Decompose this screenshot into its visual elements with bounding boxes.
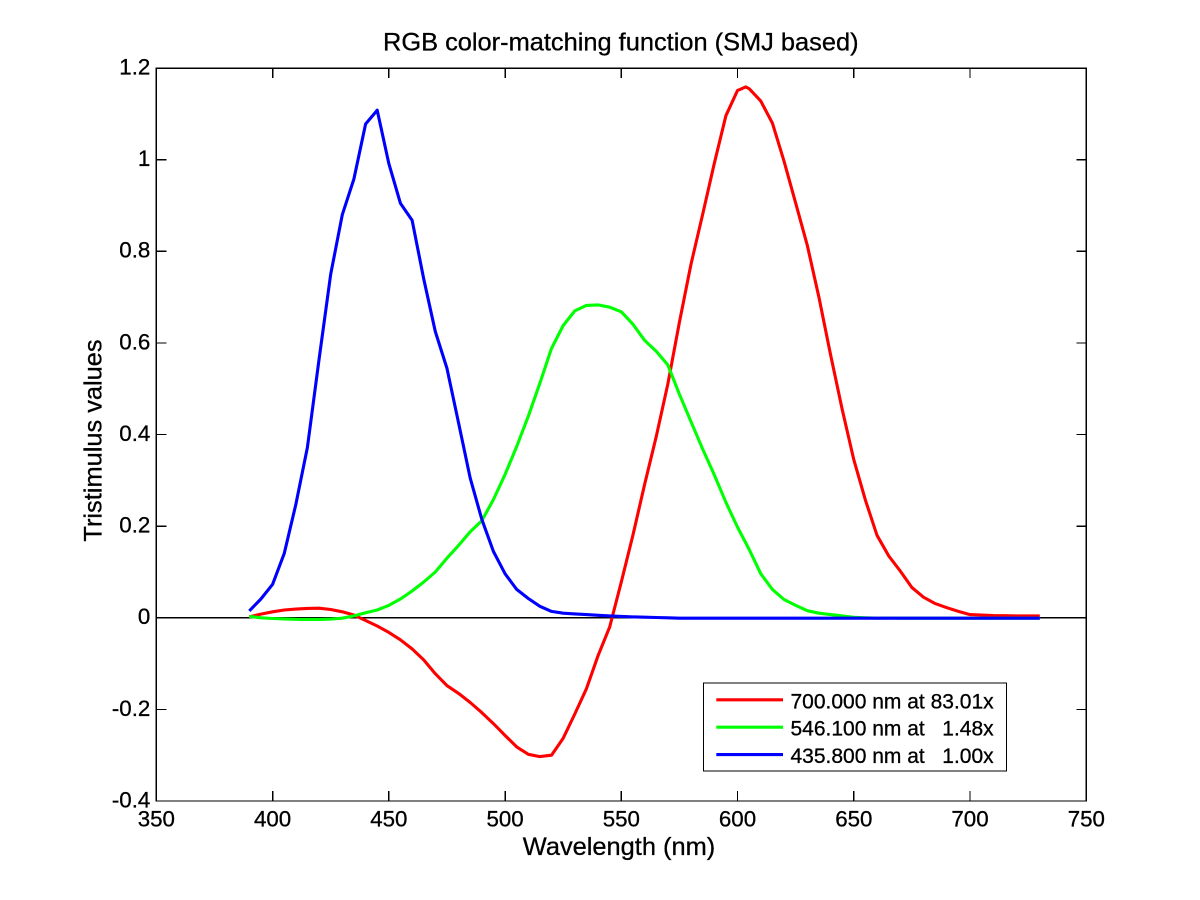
svg-text:700.000 nm at 83.01x: 700.000 nm at 83.01x — [791, 690, 995, 713]
svg-text:435.800 nm at 1.00x: 435.800 nm at 1.00x — [791, 745, 995, 768]
svg-text:750: 750 — [1068, 806, 1105, 831]
svg-text:546.100 nm at 1.48x: 546.100 nm at 1.48x — [791, 718, 995, 741]
svg-text:0.4: 0.4 — [119, 421, 150, 446]
svg-text:Tristimulus values: Tristimulus values — [80, 339, 108, 541]
svg-text:600: 600 — [719, 806, 756, 831]
svg-text:1: 1 — [138, 146, 150, 171]
svg-text:0.8: 0.8 — [119, 238, 150, 263]
svg-text:450: 450 — [370, 806, 407, 831]
svg-text:700: 700 — [951, 806, 988, 831]
svg-text:0.6: 0.6 — [119, 329, 150, 354]
svg-text:-0.2: -0.2 — [112, 696, 150, 721]
svg-text:550: 550 — [603, 806, 640, 831]
svg-text:RGB color-matching function (S: RGB color-matching function (SMJ based) — [383, 29, 859, 57]
svg-text:1.2: 1.2 — [119, 55, 150, 80]
svg-text:650: 650 — [835, 806, 872, 831]
svg-text:350: 350 — [138, 806, 175, 831]
svg-text:Wavelength (nm): Wavelength (nm) — [523, 833, 715, 861]
svg-text:-0.4: -0.4 — [112, 787, 150, 812]
svg-text:0: 0 — [138, 604, 150, 629]
svg-text:0.2: 0.2 — [119, 513, 150, 538]
svg-text:400: 400 — [254, 806, 291, 831]
svg-text:500: 500 — [486, 806, 523, 831]
